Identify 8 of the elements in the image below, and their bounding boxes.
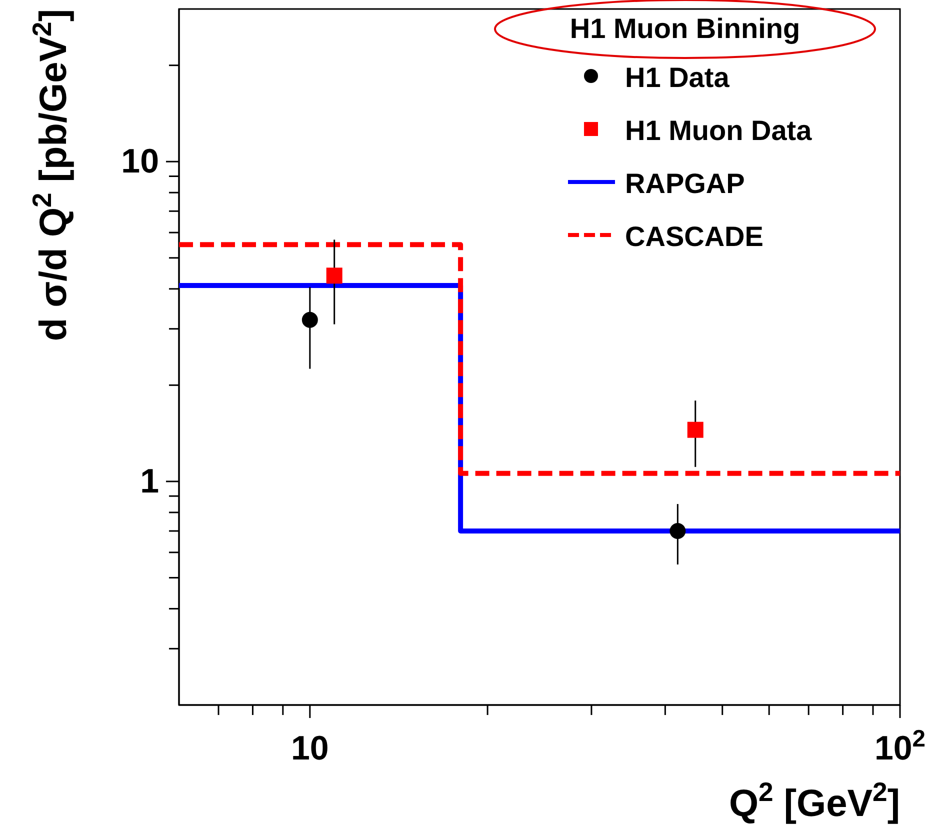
legend-label: RAPGAP xyxy=(625,168,745,199)
x-tick-label: 10$^{2}$ xyxy=(874,725,926,768)
legend-label: H1 Muon Data xyxy=(625,115,812,146)
legend-title: H1 Muon Binning xyxy=(570,13,800,44)
legend-label: H1 Data xyxy=(625,62,730,93)
x-axis-title: Q$^{2}$ [GeV$^{2}$] xyxy=(728,777,900,825)
y-tick-label: 1 xyxy=(140,462,159,500)
legend-label: CASCADE xyxy=(625,221,764,252)
